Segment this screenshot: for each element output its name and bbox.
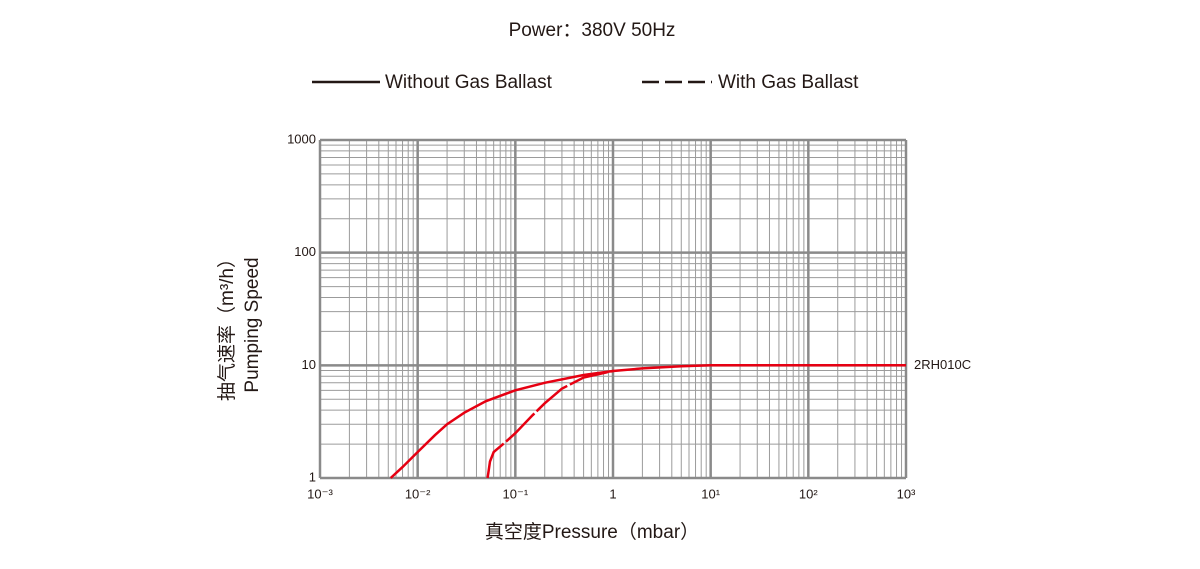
- x-tick-label: 10²: [799, 486, 818, 501]
- x-tick-label: 10³: [897, 486, 916, 501]
- series-line: [389, 364, 906, 479]
- y-axis-title: Pumping Speed: [242, 257, 263, 392]
- y-tick-label: 10: [302, 357, 316, 372]
- y-tick-label: 1000: [287, 131, 316, 146]
- x-tick-label: 10¹: [701, 486, 720, 501]
- annotation: 2RH010C: [914, 357, 971, 372]
- x-tick-label: 1: [609, 486, 616, 501]
- legend-label: With Gas Ballast: [718, 72, 859, 93]
- y-axis-title: 抽气速率（m³/h）: [216, 249, 238, 401]
- x-tick-label: 10⁻²: [405, 486, 431, 501]
- series-line: [486, 369, 614, 479]
- y-tick-label: 1: [309, 469, 316, 484]
- legend-label: Without Gas Ballast: [385, 72, 553, 93]
- x-tick-label: 10⁻³: [307, 486, 333, 501]
- chart-title: Power：380V 50Hz: [509, 20, 676, 41]
- x-tick-label: 10⁻¹: [503, 486, 529, 501]
- y-tick-label: 100: [294, 244, 316, 259]
- x-axis-title: 真空度Pressure（mbar）: [485, 521, 699, 543]
